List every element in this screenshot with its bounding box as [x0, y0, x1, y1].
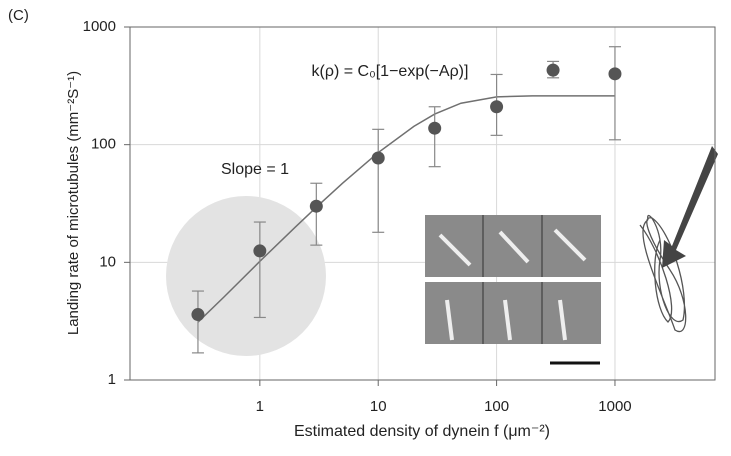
- x-tick-label: 1: [256, 398, 264, 415]
- data-point: [191, 308, 205, 322]
- data-point: [428, 121, 442, 135]
- y-axis-label: Landing rate of microtubules (mm⁻²S⁻¹): [65, 71, 82, 335]
- formula: k(ρ) = C₀[1−exp(−Aρ)]: [312, 63, 469, 80]
- y-tick-label: 1: [108, 371, 116, 388]
- slope-label: Slope = 1: [221, 161, 289, 178]
- data-point: [608, 67, 622, 81]
- x-tick-label: 100: [484, 398, 509, 415]
- panel-label: (C): [8, 7, 29, 24]
- arrow: [662, 146, 718, 268]
- data-point: [309, 199, 323, 213]
- y-tick-label: 1000: [83, 18, 116, 35]
- data-point: [253, 244, 267, 258]
- x-axis-label: Estimated density of dynein f (μm⁻²): [294, 423, 550, 440]
- x-tick-label: 1000: [598, 398, 631, 415]
- data-point: [371, 151, 385, 165]
- plot-frame: [129, 26, 716, 381]
- trajectory-drawing: [639, 214, 687, 333]
- data-point: [490, 100, 504, 114]
- y-tick-label: 10: [99, 253, 116, 270]
- data-point: [546, 63, 560, 77]
- inset-images: [425, 215, 601, 365]
- y-tick-label: 100: [91, 136, 116, 153]
- x-tick-label: 10: [370, 398, 387, 415]
